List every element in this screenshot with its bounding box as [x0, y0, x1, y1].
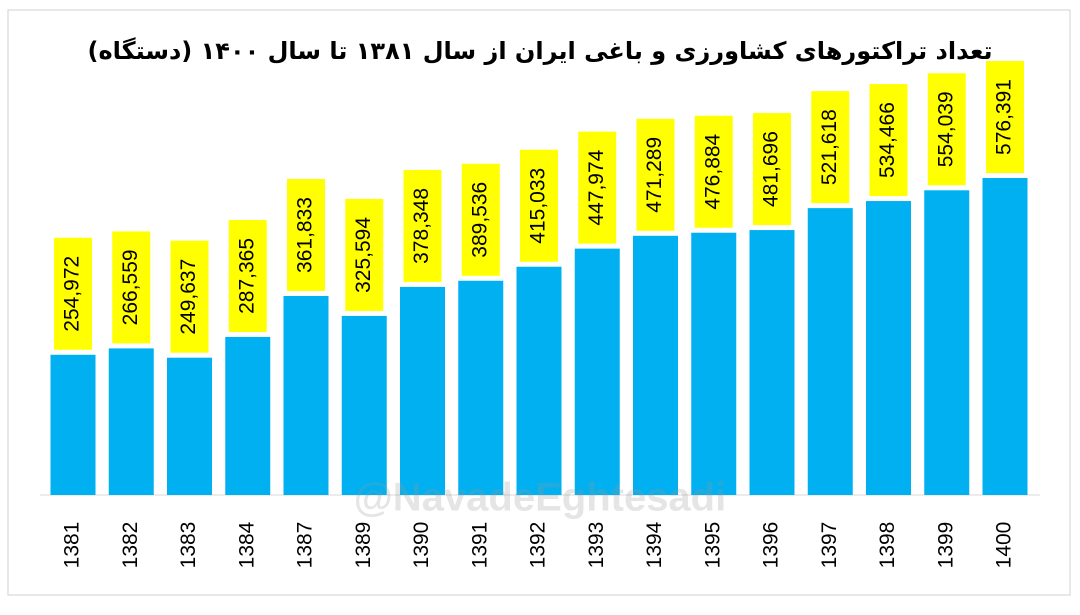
bar	[924, 190, 970, 495]
x-tick-label: 1390	[410, 522, 433, 569]
label-background	[578, 131, 617, 244]
x-tick-label: 1397	[818, 522, 841, 569]
chart-title: تعداد تراکتورهای کشاورزی و باغی ایران از…	[87, 37, 992, 65]
bar	[633, 235, 678, 496]
label-background	[403, 169, 442, 282]
label-background	[345, 198, 384, 311]
value-label: 254,972	[61, 256, 84, 332]
x-tick-label: 1398	[876, 522, 899, 569]
x-tick-label: 1382	[119, 522, 142, 569]
bar	[866, 201, 911, 495]
x-tick-label: 1392	[527, 522, 550, 569]
label-background	[112, 231, 151, 344]
x-tick-label: 1381	[61, 522, 84, 569]
watermark: @NavadeEghtesadi	[354, 476, 726, 520]
value-label: 576,391	[993, 79, 1016, 155]
x-tick-label: 1391	[468, 522, 491, 569]
x-tick-label: 1396	[760, 522, 783, 569]
value-label: 378,348	[410, 188, 433, 264]
x-tick-label: 1400	[993, 522, 1016, 569]
label-background	[287, 179, 325, 292]
label-background	[170, 240, 209, 353]
label-background	[520, 149, 558, 262]
x-tick-label: 1387	[294, 522, 317, 569]
value-label: 287,365	[235, 238, 258, 314]
bar	[574, 248, 620, 495]
value-label: 361,833	[294, 197, 317, 273]
label-background	[986, 61, 1024, 173]
bar	[283, 296, 329, 495]
label-background	[753, 113, 791, 226]
value-label: 554,039	[934, 91, 957, 167]
label-background	[811, 91, 850, 204]
label-background	[461, 163, 500, 276]
x-tick-label: 1389	[352, 522, 375, 569]
x-tick-label: 1395	[701, 522, 724, 569]
value-label: 471,289	[643, 137, 666, 213]
value-label: 325,594	[352, 217, 375, 293]
value-label: 534,466	[876, 102, 899, 178]
value-label: 476,884	[701, 133, 724, 209]
label-background	[694, 115, 733, 228]
value-label: 389,536	[468, 182, 491, 258]
label-background	[228, 219, 267, 332]
bar	[108, 348, 154, 495]
bar	[167, 357, 212, 495]
value-label: 447,974	[585, 149, 608, 225]
bar	[400, 286, 445, 495]
bar	[749, 230, 795, 495]
bar	[50, 354, 96, 495]
label-background	[869, 84, 908, 197]
bar	[807, 208, 853, 495]
x-tick-label: 1394	[643, 521, 666, 568]
bar	[225, 336, 271, 495]
value-label: 481,696	[760, 131, 783, 207]
x-tick-label: 1384	[235, 521, 258, 568]
bar	[458, 280, 504, 495]
label-background	[636, 118, 675, 231]
x-tick-label: 1393	[585, 522, 608, 569]
value-label: 521,618	[818, 109, 841, 185]
bar	[516, 266, 562, 495]
value-label: 249,637	[177, 259, 200, 335]
value-label: 266,559	[119, 249, 142, 325]
value-label: 415,033	[527, 168, 550, 244]
x-tick-label: 1399	[934, 522, 957, 569]
x-tick-label: 1383	[177, 522, 200, 569]
bar	[691, 232, 737, 495]
label-background	[927, 73, 966, 186]
bar	[982, 178, 1028, 495]
bar	[341, 315, 387, 495]
label-background	[54, 237, 92, 350]
